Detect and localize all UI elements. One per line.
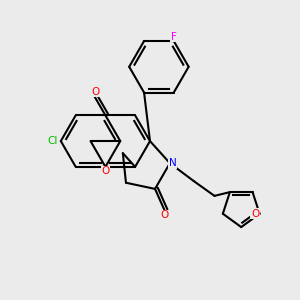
Text: O: O bbox=[101, 166, 110, 176]
Text: F: F bbox=[171, 32, 177, 42]
Text: O: O bbox=[251, 209, 259, 219]
Text: O: O bbox=[160, 210, 169, 220]
Text: N: N bbox=[169, 158, 177, 168]
Text: O: O bbox=[91, 87, 99, 97]
Text: Cl: Cl bbox=[47, 136, 58, 146]
